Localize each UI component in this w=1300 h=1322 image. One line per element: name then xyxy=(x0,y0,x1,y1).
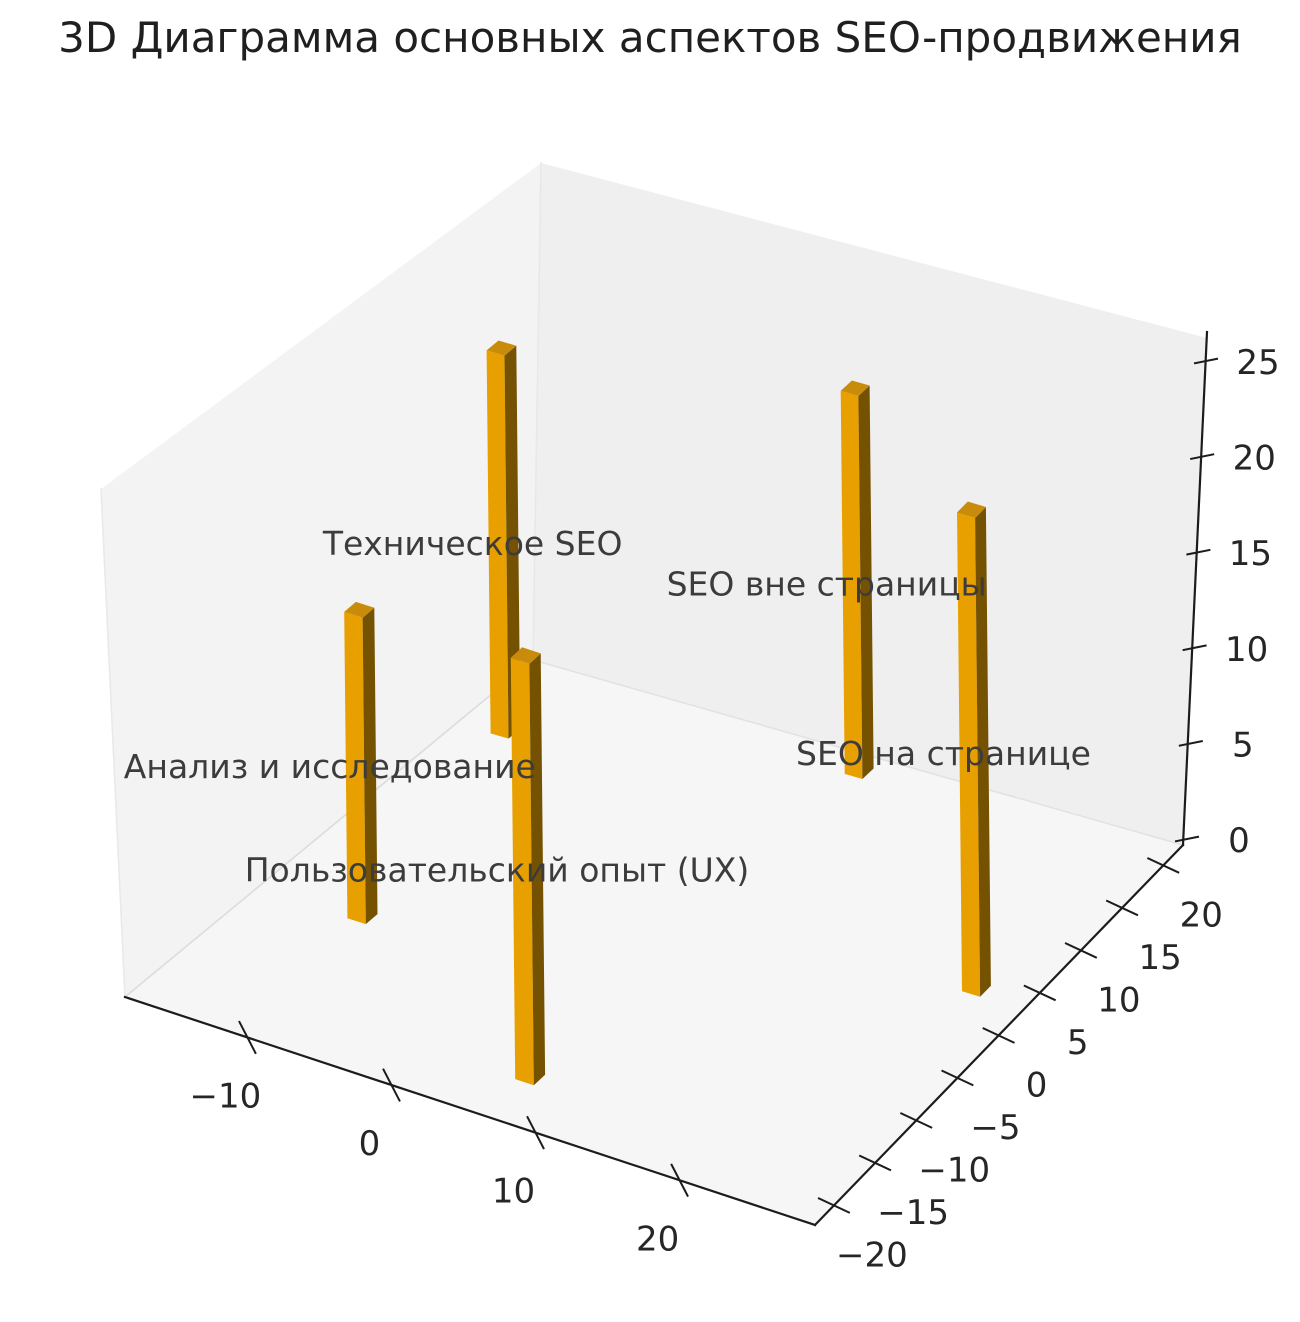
bar-label: SEO на странице xyxy=(796,734,1091,773)
bar-label: Техническое SEO xyxy=(322,524,623,563)
y-tick-label: −15 xyxy=(877,1193,949,1233)
bar-face-side xyxy=(504,345,521,739)
y-tick xyxy=(817,1197,851,1214)
y-tick-label: 5 xyxy=(1067,1023,1089,1063)
pane-left-wall xyxy=(101,163,541,997)
y-tick-label: 20 xyxy=(1180,895,1223,935)
wall-corner-edge xyxy=(532,162,542,661)
x-tick-label: 0 xyxy=(359,1124,381,1164)
bar-face-side xyxy=(975,507,991,997)
bar-face-front xyxy=(344,611,366,925)
z-tick-label: 15 xyxy=(1229,534,1272,574)
left-wall-outer-edge xyxy=(100,488,126,998)
z-tick xyxy=(1193,357,1219,365)
x-tick xyxy=(382,1068,401,1102)
y-tick-label: 15 xyxy=(1138,938,1181,978)
bar xyxy=(344,601,378,925)
y-tick xyxy=(1023,984,1057,1002)
z-tick-label: 5 xyxy=(1232,725,1254,765)
x-tick xyxy=(238,1020,257,1055)
bar-face-side xyxy=(858,385,874,779)
bar-face-top xyxy=(510,647,541,664)
x-tick xyxy=(670,1163,689,1198)
bar xyxy=(840,380,874,779)
y-tick xyxy=(1105,899,1139,917)
bar-face-top xyxy=(344,601,375,618)
bar-face-front xyxy=(957,512,981,997)
bar-face-top xyxy=(957,501,986,518)
x-tick-label: −10 xyxy=(190,1076,262,1116)
floor-left-edge xyxy=(123,658,535,999)
bar-face-top xyxy=(486,340,517,356)
x-axis-line xyxy=(123,995,817,1227)
bar-face-front xyxy=(486,350,509,739)
bar-label: Анализ и исследование xyxy=(124,747,536,786)
bar-face-front xyxy=(840,390,863,779)
y-tick xyxy=(1146,857,1180,874)
z-tick-label: 10 xyxy=(1225,630,1268,670)
z-tick xyxy=(1190,453,1215,460)
z-tick-label: 20 xyxy=(1233,439,1276,479)
z-tick xyxy=(1174,835,1200,843)
bar xyxy=(957,501,991,997)
bar-face-side xyxy=(362,607,378,925)
z-tick xyxy=(1186,548,1211,556)
x-tick-label: 10 xyxy=(492,1172,535,1212)
y-tick-label: 10 xyxy=(1097,980,1140,1020)
bar xyxy=(510,647,546,1086)
y-tick xyxy=(1064,942,1098,959)
y-tick-label: −10 xyxy=(918,1150,990,1190)
z-tick xyxy=(1178,740,1203,747)
x-tick-label: 20 xyxy=(636,1219,679,1259)
y-tick xyxy=(858,1154,892,1172)
bar-face-side xyxy=(529,653,546,1086)
z-tick xyxy=(1182,644,1207,652)
y-tick-label: −5 xyxy=(970,1108,1020,1148)
z-tick-label: 25 xyxy=(1236,343,1279,383)
bar xyxy=(486,340,521,739)
bar-label: SEO вне страницы xyxy=(667,564,987,603)
y-tick-label: 0 xyxy=(1026,1065,1048,1105)
bar-label: Пользовательский опыт (UX) xyxy=(245,850,750,889)
y-tick xyxy=(899,1112,933,1129)
bar-face-top xyxy=(840,380,870,396)
y-tick-label: −20 xyxy=(836,1235,908,1275)
z-tick-label: 0 xyxy=(1228,821,1250,861)
z-axis-line xyxy=(1181,330,1209,847)
y-tick xyxy=(982,1027,1015,1044)
y-tick xyxy=(941,1069,974,1087)
bar-face-front xyxy=(510,657,534,1086)
x-tick xyxy=(526,1115,545,1150)
chart-title: 3D Диаграмма основных аспектов SEO-продв… xyxy=(58,13,1242,62)
